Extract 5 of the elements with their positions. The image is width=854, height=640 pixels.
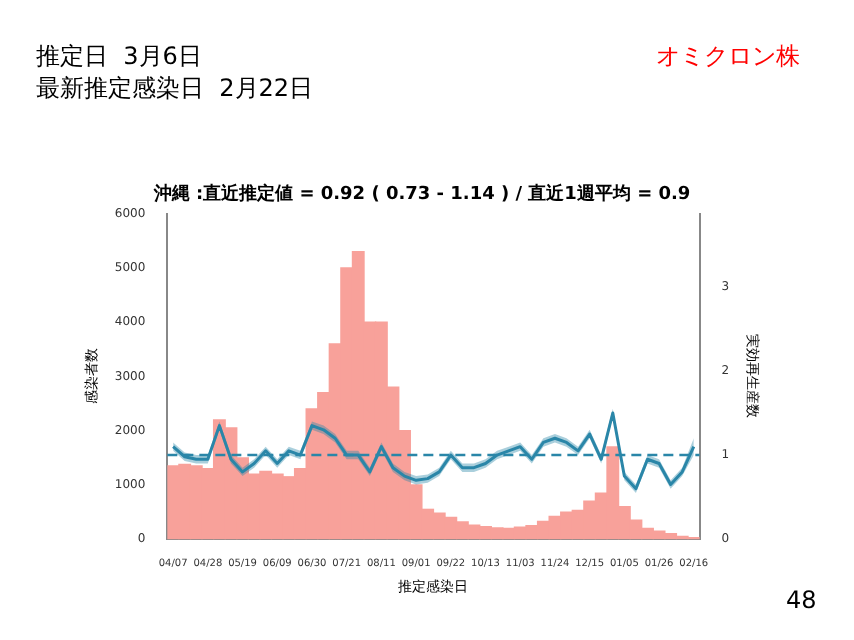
text: 48 — [786, 586, 817, 614]
text: オミクロン株 — [656, 40, 800, 74]
text: 推定日 3月6日 — [36, 40, 202, 74]
chart-title: 沖縄 :直近推定値 = 0.92 ( 0.73 - 1.14 ) / 直近1週平均 = 0.9 — [151, 183, 691, 206]
text: 最新推定感染日 2月22日 — [36, 72, 314, 106]
